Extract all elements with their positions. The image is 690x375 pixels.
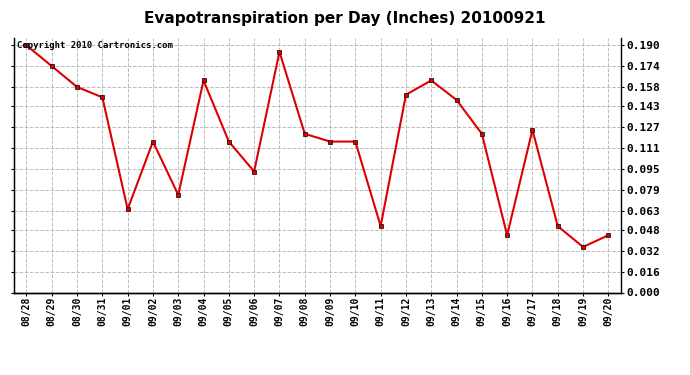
Text: Evapotranspiration per Day (Inches) 20100921: Evapotranspiration per Day (Inches) 2010… [144, 11, 546, 26]
Text: Copyright 2010 Cartronics.com: Copyright 2010 Cartronics.com [17, 41, 172, 50]
